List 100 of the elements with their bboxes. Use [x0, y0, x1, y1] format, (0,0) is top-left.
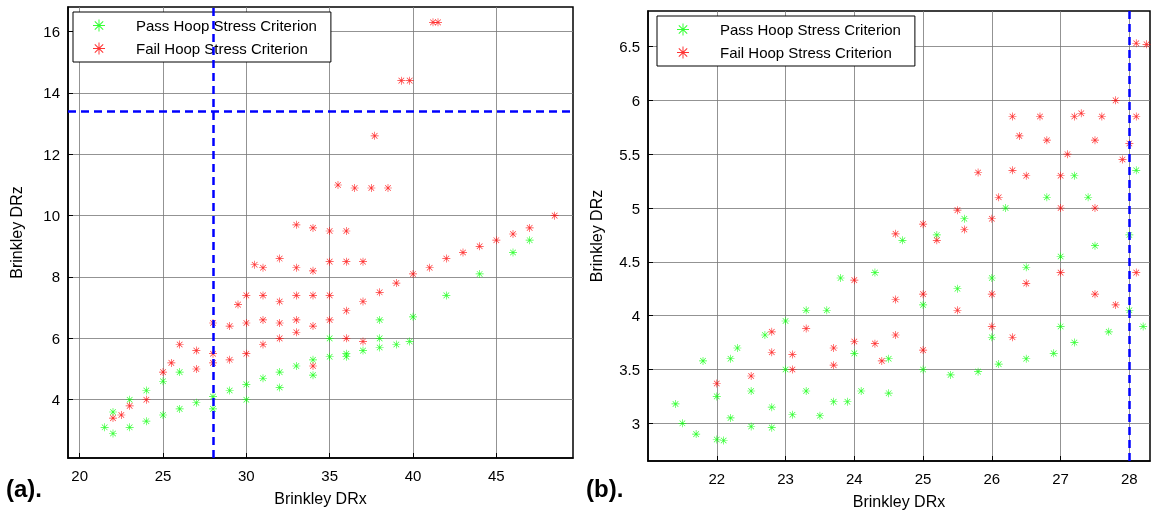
point	[829, 361, 838, 370]
legend-label: Pass Hoop Stress Criterion	[136, 17, 317, 34]
legend-label: Fail Hoop Stress Criterion	[720, 44, 892, 61]
y-tick-label: 10	[43, 207, 60, 225]
y-tick-label: 3.5	[619, 360, 640, 378]
point	[1022, 171, 1031, 180]
point	[1070, 171, 1079, 180]
point	[1008, 166, 1017, 175]
point	[1056, 252, 1065, 261]
y-tick-label: 14	[43, 84, 60, 102]
x-axis-title: Brinkley DRx	[274, 489, 367, 507]
x-tick-label: 25	[914, 470, 932, 487]
y-tick-label: 4	[51, 391, 60, 409]
x-tick-label: 22	[708, 470, 726, 487]
point	[405, 337, 414, 346]
point	[1049, 349, 1058, 358]
point	[898, 236, 907, 245]
point	[1056, 171, 1065, 180]
x-tick-label: 40	[404, 467, 422, 484]
point	[767, 423, 776, 432]
point	[242, 380, 251, 389]
legend-label: Pass Hoop Stress Criterion	[720, 21, 901, 38]
point	[1132, 268, 1141, 277]
text: (a).	[6, 474, 42, 502]
point	[850, 337, 859, 346]
point	[325, 352, 334, 361]
point	[375, 334, 384, 343]
point	[994, 193, 1003, 202]
x-tick-label: 45	[487, 467, 505, 484]
point	[788, 410, 797, 419]
point	[678, 419, 687, 428]
point	[1022, 263, 1031, 272]
y-tick-label: 5.5	[619, 145, 640, 163]
x-tick-label: 28	[1121, 470, 1138, 487]
point	[788, 350, 797, 359]
y-axis-title: Brinkley DRz	[587, 189, 605, 283]
point	[1070, 112, 1079, 121]
point	[1022, 354, 1031, 363]
point	[142, 417, 151, 426]
y-axis-title: Brinkley DRz	[7, 186, 25, 279]
y-tick-label: 12	[43, 145, 60, 163]
point	[719, 436, 728, 445]
point	[225, 386, 234, 395]
x-tick-label: 23	[777, 470, 794, 487]
text: (b).	[586, 474, 624, 502]
point	[767, 348, 776, 357]
point	[884, 354, 893, 363]
point	[1111, 96, 1120, 105]
y-tick-label: 8	[51, 268, 60, 286]
point	[1077, 109, 1086, 118]
y-tick-label: 5	[631, 199, 640, 217]
point	[822, 306, 831, 315]
point	[712, 435, 721, 444]
point	[712, 379, 721, 388]
point	[1022, 279, 1031, 288]
x-tick-label: 20	[71, 467, 89, 484]
x-tick-label: 30	[237, 467, 255, 484]
point	[726, 354, 735, 363]
point	[829, 397, 838, 406]
point	[1118, 155, 1127, 164]
point	[788, 365, 797, 374]
point	[1132, 39, 1141, 48]
y-tick-label: 6	[631, 91, 640, 109]
point	[100, 423, 109, 432]
point	[960, 214, 969, 223]
point	[1008, 333, 1017, 342]
point	[375, 343, 384, 352]
legend-label: Fail Hoop Stress Criterion	[136, 40, 308, 57]
point	[767, 327, 776, 336]
point	[1070, 338, 1079, 347]
point	[960, 225, 969, 234]
point	[125, 395, 134, 404]
point	[1132, 166, 1141, 175]
point	[1142, 40, 1151, 49]
point	[442, 291, 451, 300]
point	[192, 398, 201, 407]
x-tick-label: 24	[845, 470, 863, 487]
point	[275, 383, 284, 392]
point	[392, 340, 401, 349]
point	[891, 295, 900, 304]
point	[953, 284, 962, 293]
point	[843, 397, 852, 406]
point	[1063, 150, 1072, 159]
point	[953, 306, 962, 315]
x-tick-label: 27	[1052, 470, 1069, 487]
x-tick-label: 35	[321, 467, 339, 484]
y-tick-label: 3	[631, 414, 640, 432]
point	[781, 365, 790, 374]
point	[1104, 327, 1113, 336]
y-tick-label: 4	[631, 307, 640, 325]
point	[325, 334, 334, 343]
point	[1056, 268, 1065, 277]
x-tick-label: 25	[154, 467, 172, 484]
y-tick-label: 6.5	[619, 38, 640, 56]
y-tick-label: 6	[51, 329, 60, 347]
x-tick-label: 26	[983, 470, 1001, 487]
x-axis-title: Brinkley DRx	[852, 492, 946, 510]
point	[850, 349, 859, 358]
y-tick-label: 4.5	[619, 253, 640, 271]
point	[142, 386, 151, 395]
